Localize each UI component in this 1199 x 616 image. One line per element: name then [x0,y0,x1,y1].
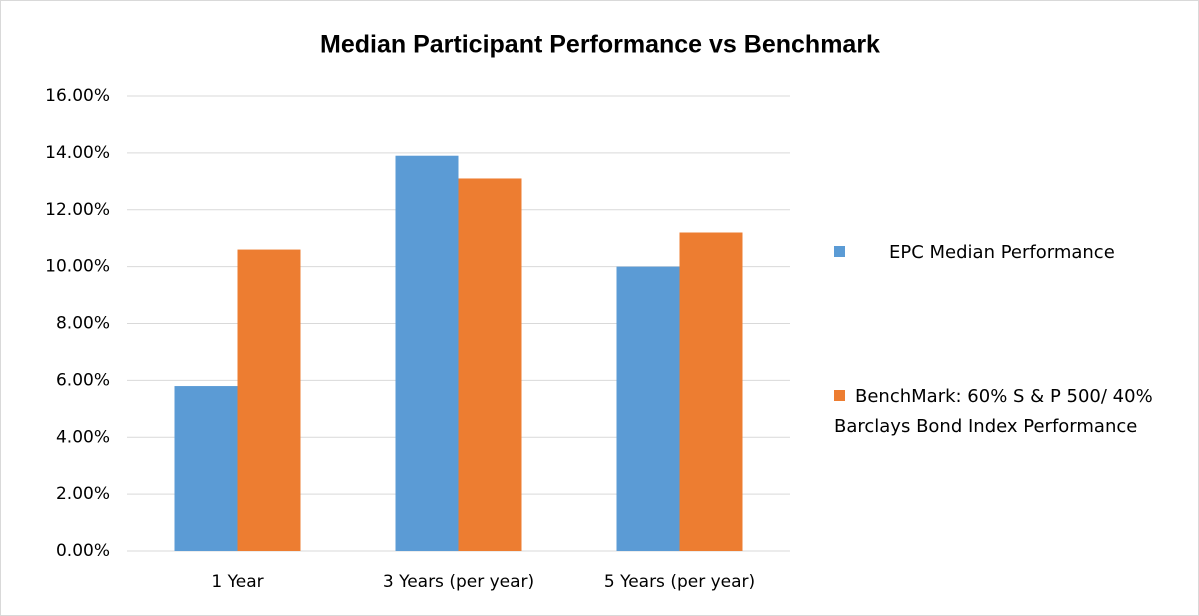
y-tick-label: 6.00% [56,370,110,390]
bar [458,178,522,551]
legend-swatch [834,246,845,257]
legend-label: BenchMark: 60% S & P 500/ 40% Barclays B… [834,386,1153,437]
legend-swatch [834,390,845,401]
bar [616,266,680,551]
legend-entry: BenchMark: 60% S & P 500/ 40% Barclays B… [834,382,1174,442]
y-tick-label: 16.00% [45,86,110,106]
y-tick-label: 0.00% [56,541,110,561]
y-tick-label: 4.00% [56,427,110,447]
bar [395,155,459,551]
y-tick-label: 8.00% [56,314,110,334]
y-tick-label: 10.00% [45,257,110,277]
x-tick-label: 1 Year [211,572,263,592]
bar [237,249,301,551]
x-tick-label: 3 Years (per year) [383,572,534,592]
chart-title: Median Participant Performance vs Benchm… [320,31,880,59]
bar [174,386,238,551]
y-tick-label: 12.00% [45,200,110,220]
legend-label: EPC Median Performance [889,242,1115,263]
bar [679,232,743,551]
legend-entry: EPC Median Performance [834,238,1174,268]
x-tick-label: 5 Years (per year) [604,572,755,592]
y-tick-label: 14.00% [45,143,110,163]
y-tick-label: 2.00% [56,484,110,504]
